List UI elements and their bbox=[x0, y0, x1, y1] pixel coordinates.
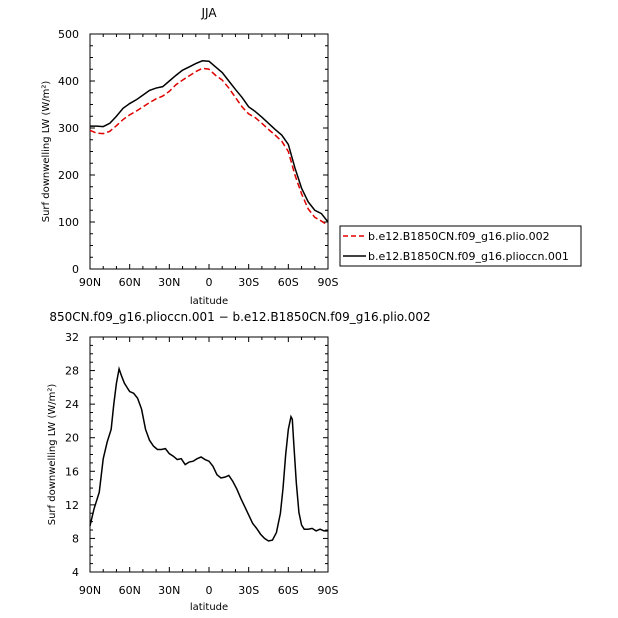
top-panel: JJA 90N 60N 30N 0 30S 60S 90S 0 100 200 … bbox=[41, 6, 339, 307]
bottom-x-axis-title: latitude bbox=[190, 602, 228, 613]
top-y-tick-label: 200 bbox=[58, 169, 79, 182]
bottom-y-tick-label: 32 bbox=[65, 331, 79, 344]
bottom-chart-title: 850CN.f09_g16.plioccn.001 − b.e12.B1850C… bbox=[49, 310, 430, 324]
top-y-tick-label: 300 bbox=[58, 122, 79, 135]
legend-label-plioccn-001: b.e12.B1850CN.f09_g16.plioccn.001 bbox=[368, 250, 569, 263]
legend-label-plio-002: b.e12.B1850CN.f09_g16.plio.002 bbox=[368, 230, 550, 243]
top-chart-title: JJA bbox=[200, 6, 217, 20]
bottom-panel: 850CN.f09_g16.plioccn.001 − b.e12.B1850C… bbox=[47, 310, 431, 613]
bottom-axis-ticks bbox=[89, 336, 329, 573]
top-x-tick-label: 90S bbox=[318, 276, 339, 289]
top-x-tick-label: 30N bbox=[158, 276, 180, 289]
bottom-y-tick-label: 20 bbox=[65, 432, 79, 445]
top-x-tick-label: 90N bbox=[79, 276, 101, 289]
top-y-tick-label: 100 bbox=[58, 216, 79, 229]
bottom-x-tick-label: 0 bbox=[206, 584, 213, 597]
top-x-tick-label: 30S bbox=[238, 276, 259, 289]
top-x-tick-label: 0 bbox=[206, 276, 213, 289]
bottom-x-tick-label: 90N bbox=[79, 584, 101, 597]
bottom-x-tick-label: 60N bbox=[119, 584, 141, 597]
bottom-y-tick-label: 24 bbox=[65, 398, 79, 411]
top-axis-ticks bbox=[89, 33, 329, 270]
series-line-difference bbox=[89, 365, 328, 542]
bottom-x-tick-label: 30S bbox=[238, 584, 259, 597]
bottom-x-tick-label: 90S bbox=[318, 584, 339, 597]
top-y-tick-label: 0 bbox=[72, 263, 79, 276]
bottom-y-tick-label: 12 bbox=[65, 499, 79, 512]
top-y-tick-label: 400 bbox=[58, 75, 79, 88]
bottom-y-tick-label: 28 bbox=[65, 365, 79, 378]
legend-box bbox=[339, 225, 582, 267]
top-x-axis-title: latitude bbox=[190, 296, 228, 307]
legend: b.e12.B1850CN.f09_g16.plio.002 b.e12.B18… bbox=[339, 225, 582, 267]
series-line-plioccn-001 bbox=[90, 60, 329, 223]
bottom-y-tick-label: 8 bbox=[72, 532, 79, 545]
top-y-axis-title: Surf downwelling LW (W/m²) bbox=[41, 81, 52, 223]
bottom-x-tick-label: 30N bbox=[158, 584, 180, 597]
top-x-tick-label: 60N bbox=[119, 276, 141, 289]
bottom-y-tick-label: 4 bbox=[72, 566, 79, 579]
series-line-plio-002 bbox=[89, 67, 329, 226]
top-y-tick-label: 500 bbox=[58, 28, 79, 41]
bottom-plot-frame bbox=[89, 336, 329, 573]
bottom-y-axis-title: Surf downwelling LW (W/m²) bbox=[47, 384, 58, 526]
bottom-x-tick-label: 60S bbox=[278, 584, 299, 597]
top-x-tick-label: 60S bbox=[278, 276, 299, 289]
bottom-y-tick-label: 16 bbox=[65, 465, 79, 478]
